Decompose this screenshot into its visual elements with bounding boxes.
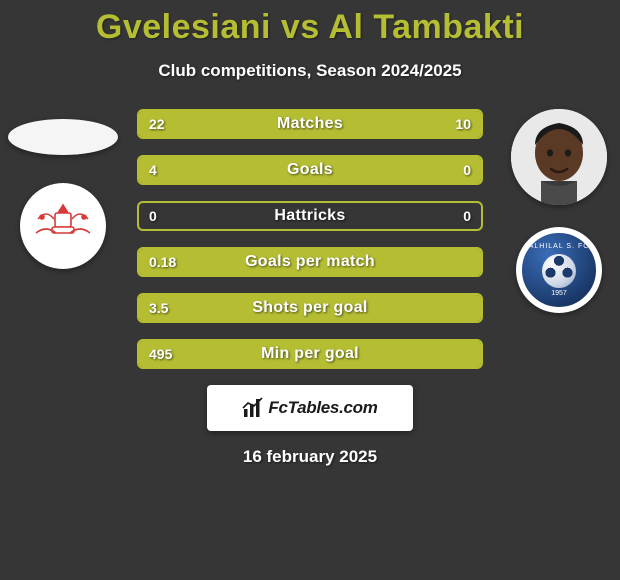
stat-right-value: 0 (453, 157, 481, 183)
stat-row: 22Matches10 (137, 109, 483, 139)
brand-label: FcTables.com (268, 398, 377, 418)
stat-row: 0.18Goals per match (137, 247, 483, 277)
stat-right-value: 10 (445, 111, 481, 137)
stat-bars: 22Matches104Goals00Hattricks00.18Goals p… (137, 109, 483, 369)
stat-row: 4Goals0 (137, 155, 483, 185)
stat-label: Hattricks (139, 203, 481, 229)
page-title: Gvelesiani vs Al Tambakti (0, 0, 620, 47)
club-emblem-icon (28, 199, 98, 253)
stat-row: 0Hattricks0 (137, 201, 483, 231)
stat-label: Shots per goal (139, 295, 481, 321)
stat-label: Matches (139, 111, 481, 137)
stat-label: Goals (139, 157, 481, 183)
stat-row: 495Min per goal (137, 339, 483, 369)
player-right-column: ALHILAL S. FC 1957 (504, 109, 614, 313)
player-right-club-logo: ALHILAL S. FC 1957 (516, 227, 602, 313)
player-right-photo (511, 109, 607, 205)
date-label: 16 february 2025 (0, 447, 620, 467)
avatar-icon (511, 109, 607, 205)
stat-label: Min per goal (139, 341, 481, 367)
stat-label: Goals per match (139, 249, 481, 275)
brand-chart-icon (242, 397, 264, 419)
player-left-photo (8, 119, 118, 155)
brand-box[interactable]: FcTables.com (207, 385, 413, 431)
stat-right-value: 0 (453, 203, 481, 229)
comparison-panel: ALHILAL S. FC 1957 22Matches104Goals00Ha… (0, 109, 620, 369)
alhilal-logo-icon: ALHILAL S. FC 1957 (519, 230, 599, 310)
subtitle: Club competitions, Season 2024/2025 (0, 61, 620, 81)
player-left-club-logo (20, 183, 106, 269)
player-left-column (8, 109, 118, 269)
stat-row: 3.5Shots per goal (137, 293, 483, 323)
